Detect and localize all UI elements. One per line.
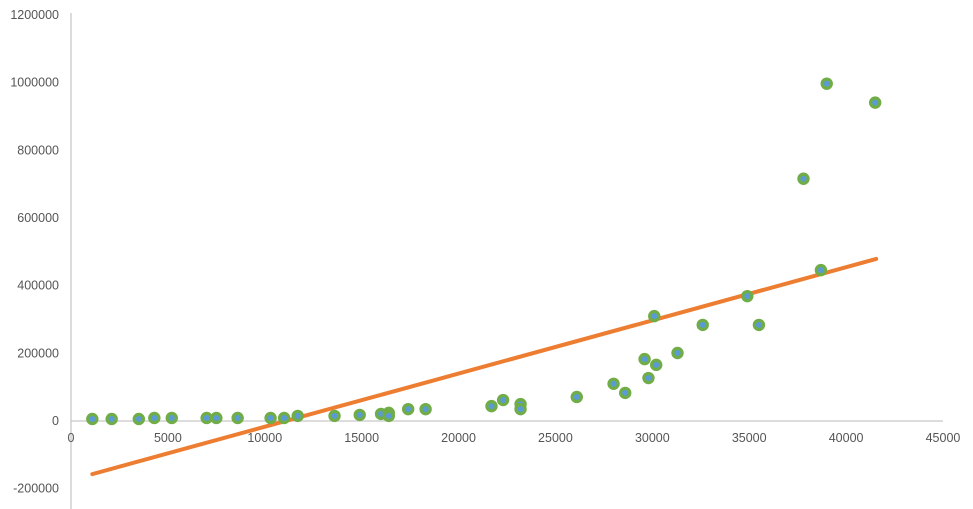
- data-point: [264, 411, 277, 425]
- data-point: [231, 411, 244, 425]
- x-tick-label: 5000: [154, 431, 182, 445]
- data-point: [401, 402, 415, 416]
- data-point: [419, 402, 432, 416]
- y-tick-label: 1200000: [10, 8, 59, 22]
- x-tick-label: 30000: [635, 431, 670, 445]
- data-point: [671, 346, 684, 360]
- data-point: [650, 358, 663, 372]
- data-point: [496, 393, 510, 407]
- data-point: [148, 411, 161, 425]
- data-point: [382, 409, 395, 423]
- x-tick-label: 0: [68, 431, 75, 445]
- y-tick-labels: -200000 0 200000 400000 600000 800000 1000000 1…: [10, 8, 59, 496]
- data-point: [814, 263, 828, 277]
- y-tick-label: 200000: [17, 346, 59, 360]
- x-tick-labels: 0 5000 10000 15000 20000 25000 30000 35000 40000…: [68, 431, 961, 445]
- data-point: [797, 172, 810, 185]
- y-tick-label: 400000: [17, 279, 59, 293]
- data-point: [328, 409, 341, 423]
- data-point: [86, 412, 99, 426]
- data-point: [752, 318, 766, 332]
- data-point: [638, 352, 651, 366]
- x-tick-label: 40000: [829, 431, 864, 445]
- data-point: [291, 409, 304, 423]
- data-point: [642, 371, 655, 385]
- data-point: [514, 402, 527, 416]
- x-tick-label: 10000: [247, 431, 282, 445]
- data-point: [485, 399, 498, 413]
- x-tick-label: 25000: [538, 431, 573, 445]
- data-point: [200, 411, 213, 425]
- x-tick-label: 15000: [344, 431, 379, 445]
- data-point: [105, 412, 118, 426]
- y-tick-label: 800000: [17, 143, 59, 157]
- x-tick-label: 35000: [732, 431, 767, 445]
- axes: [70, 13, 943, 509]
- data-point: [165, 411, 178, 425]
- data-point: [570, 390, 583, 404]
- data-point: [696, 318, 709, 332]
- data-point: [210, 411, 223, 425]
- y-tick-label: 1000000: [10, 76, 59, 90]
- data-point: [648, 309, 661, 323]
- data-point: [820, 77, 833, 90]
- data-point: [353, 408, 366, 422]
- y-tick-label: -200000: [13, 482, 59, 496]
- data-point: [277, 411, 291, 425]
- y-tick-label: 0: [52, 414, 59, 428]
- x-tick-label: 45000: [926, 431, 961, 445]
- data-points: [86, 77, 882, 426]
- y-tick-label: 600000: [17, 211, 59, 225]
- data-point: [619, 386, 632, 400]
- data-point: [132, 412, 146, 426]
- data-point: [607, 377, 620, 390]
- data-point: [868, 96, 882, 109]
- data-point: [741, 289, 754, 303]
- x-tick-label: 20000: [441, 431, 476, 445]
